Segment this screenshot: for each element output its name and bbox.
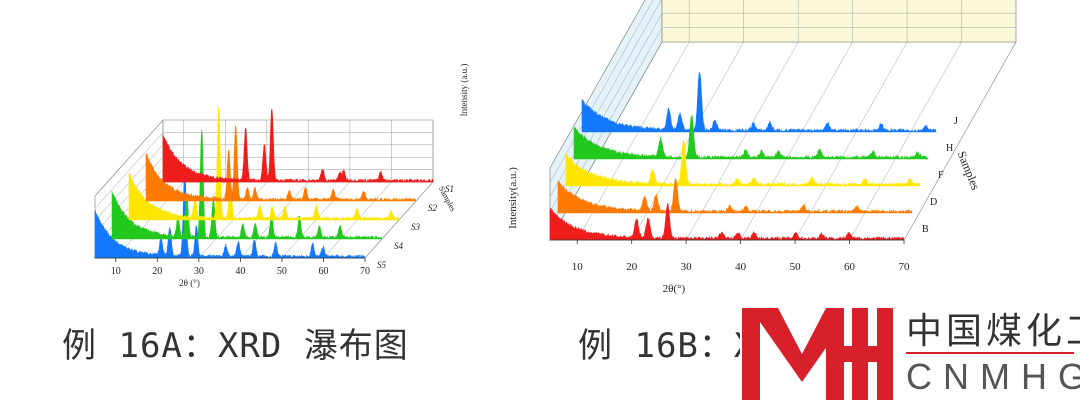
chart-a-x-axis-label: 2θ (°) [179, 278, 200, 288]
chart-b-series-label-F: F [938, 170, 944, 181]
chart-b-floor-grid-line [631, 41, 744, 241]
chart-a-x-tick-label: 60 [318, 266, 328, 277]
chart-b-floor-grid-line [685, 41, 799, 241]
chart-b-x-tick-label: 70 [899, 261, 911, 273]
chart-a-x-tick-label: 70 [360, 266, 370, 277]
chart-b-series-label-D: D [930, 197, 937, 208]
caption-b: 例 16B：X [578, 326, 756, 366]
chart-b-left-grid-line [549, 0, 654, 183]
caption-a: 例 16A：XRD 瀑布图 [62, 326, 409, 366]
chart-a-series-label-S1: S1 [445, 184, 454, 194]
logo-divider [906, 352, 1074, 354]
logo-chinese-text: 中国煤化工 [906, 311, 1080, 352]
chart-b-series-label-H: H [946, 143, 953, 154]
chart-b-series-label-B: B [922, 224, 929, 235]
chart-a-x-tick-label: 10 [111, 266, 121, 277]
chart-a-series-label-S4: S4 [394, 241, 404, 251]
chart-b-x-tick-label: 60 [844, 261, 856, 273]
chart-b-floor-grid-line [849, 41, 962, 241]
chart-a-series-S3 [128, 107, 400, 222]
chart-b-x-tick-label: 50 [790, 261, 802, 273]
chart-b-x-tick-label: 20 [626, 261, 638, 273]
chart-b-series-D [557, 178, 913, 215]
chart-b-x-tick-label: 10 [572, 261, 584, 273]
chart-b-series-B [549, 202, 905, 242]
logo-latin-text: CNMHG [906, 356, 1080, 397]
chart-b-x-tick-label: 30 [681, 261, 693, 273]
chart-a-series-S5 [94, 170, 366, 259]
chart-a-series-S4 [111, 129, 383, 241]
chart-b-floor-grid-line [794, 41, 908, 241]
chart-a: S5 S4 S3 S2 S1 10 20 30 40 50 60 70 2θ (°) Intensity … [0, 0, 540, 300]
chart-a-y-axis-label: Intensity (a.u.) [459, 64, 469, 117]
watermark-logo: 中国煤化工 CNMHG [740, 300, 1080, 403]
chart-b: J H F D B 10 20 30 40 50 60 70 2θ(°) Intensity(a.u.) S… [500, 0, 1080, 300]
logo-mark-icon [742, 308, 893, 400]
chart-a-svg: S5 S4 S3 S2 S1 10 20 30 40 50 60 70 2θ (°) Intensity … [94, 64, 469, 288]
chart-a-series-label-S2: S2 [428, 203, 438, 213]
chart-b-svg: J H F D B 10 20 30 40 50 60 70 2θ(°) Intensity(a.u.) S… [507, 0, 1017, 295]
chart-b-series-H [573, 114, 929, 160]
chart-a-left-grid-line [94, 132, 164, 209]
chart-a-back-wall [162, 119, 434, 183]
chart-b-y-axis-label: Intensity(a.u.) [507, 167, 519, 229]
chart-b-x-tick-label: 40 [735, 261, 747, 273]
chart-b-floor-grid-line [903, 41, 1017, 241]
chart-b-x-axis-label: 2θ(°) [663, 283, 686, 295]
chart-b-z-axis-label: Samples [955, 149, 983, 192]
chart-b-floor-grid-line [740, 41, 853, 241]
chart-a-x-tick-label: 40 [235, 266, 245, 277]
chart-b-back-wall [661, 0, 1017, 43]
chart-b-series-J [581, 72, 937, 134]
chart-a-series-S2 [145, 125, 417, 202]
chart-a-series-label-S3: S3 [411, 222, 421, 232]
chart-a-series-label-S5: S5 [377, 260, 387, 270]
chart-a-x-tick-label: 50 [277, 266, 287, 277]
chart-b-series-label-J: J [954, 116, 958, 127]
chart-a-x-tick-label: 20 [152, 266, 162, 277]
chart-a-x-tick-label: 30 [194, 266, 204, 277]
chart-b-series-F [565, 139, 921, 187]
chart-a-z-axis-label: Samples [437, 185, 458, 213]
chart-a-series-S1 [162, 108, 434, 184]
